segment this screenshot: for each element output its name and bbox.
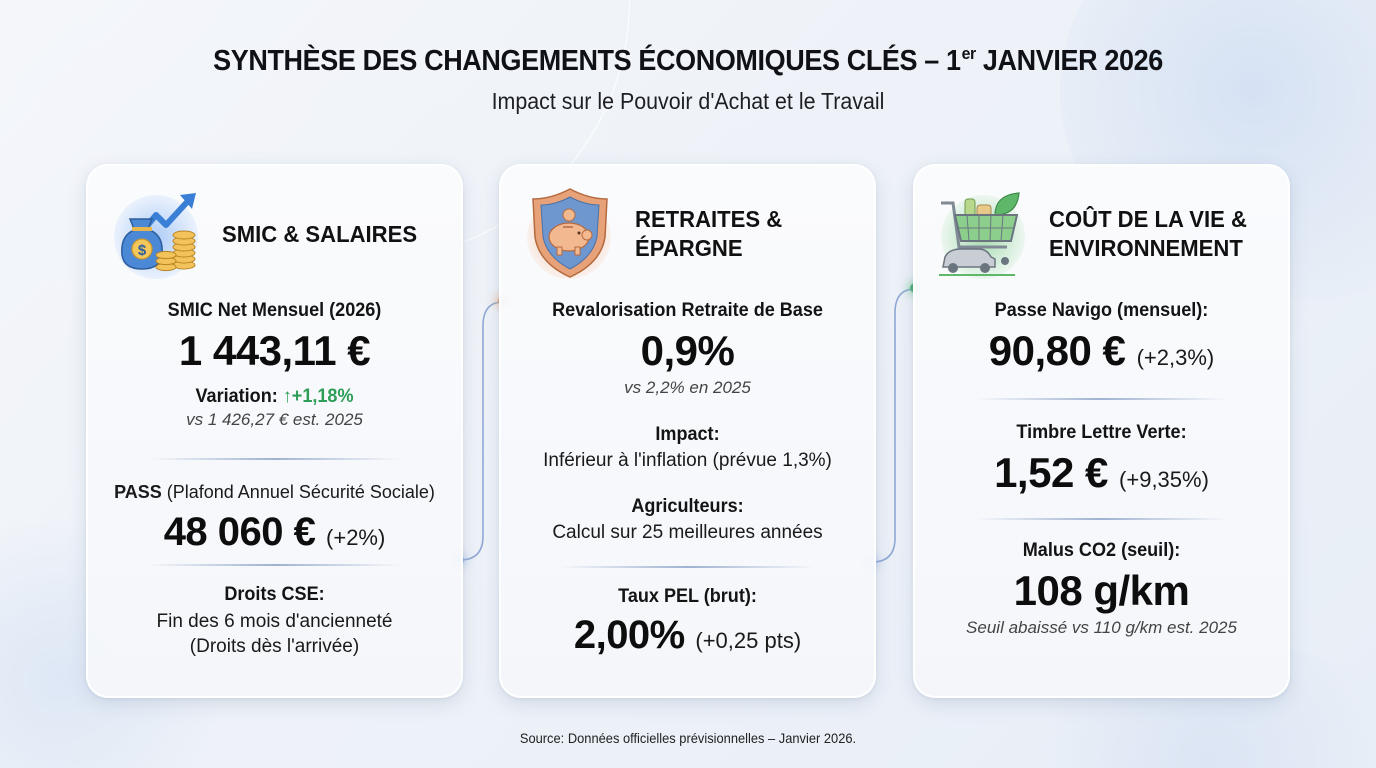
navigo-change: (+2,3%): [1136, 345, 1215, 370]
pel-value: 2,00% (+0,25 pts): [501, 610, 874, 666]
cse-line2: (Droits dès l'arrivée): [189, 636, 360, 657]
pel-rate: 2,00%: [573, 613, 685, 657]
card-retraites-epargne: RETRAITES & ÉPARGNE Revalorisation Retra…: [499, 164, 876, 698]
card-header: $ SMIC & SALAIRES: [108, 186, 445, 282]
connector-curve: [871, 288, 916, 563]
card-smic-salaires: $ SMIC & SALAIRES SMIC Net Mensuel (2026…: [86, 164, 463, 698]
timbre-section: Timbre Lettre Verte: 1,52 € (+9,35%): [915, 422, 1288, 505]
smic-section: SMIC Net Mensuel (2026) 1 443,11 € Varia…: [88, 300, 461, 430]
pass-section: PASS (Plafond Annuel Sécurité Sociale) 4…: [88, 480, 461, 563]
card-title-line2: ÉPARGNE: [635, 235, 743, 261]
shield-piggy-bank-icon: [521, 185, 619, 283]
svg-text:$: $: [138, 242, 147, 259]
pass-amount: 48 060 €: [163, 510, 316, 554]
title-superscript: er: [961, 44, 977, 63]
timbre-label: Timbre Lettre Verte:: [1016, 422, 1187, 443]
card-title: COÛT DE LA VIE & ENVIRONNEMENT: [1049, 205, 1247, 263]
cse-section: Droits CSE: Fin des 6 mois d'ancienneté …: [88, 584, 461, 659]
title-date: JANVIER 2026: [975, 45, 1163, 77]
card-header: COÛT DE LA VIE & ENVIRONNEMENT: [935, 186, 1272, 282]
navigo-value: 90,80 € (+2,3%): [915, 326, 1288, 383]
navigo-section: Passe Navigo (mensuel): 90,80 € (+2,3%): [915, 300, 1288, 383]
smic-value: 1 443,11 €: [178, 327, 371, 374]
pass-change: (+2%): [326, 525, 386, 550]
malus-value: 108 g/km: [1013, 567, 1190, 614]
divider: [975, 398, 1228, 400]
malus-note: Seuil abaissé vs 110 g/km est. 2025: [966, 618, 1237, 637]
impact-text: Inférieur à l'inflation (prévue 1,3%): [543, 450, 832, 471]
variation-label: Variation:: [195, 386, 278, 407]
pel-change: (+0,25 pts): [695, 628, 802, 653]
card-title: RETRAITES & ÉPARGNE: [635, 205, 782, 263]
divider: [975, 518, 1228, 520]
agriculteurs-section: Agriculteurs: Calcul sur 25 meilleures a…: [501, 496, 874, 545]
smic-note: vs 1 426,27 € est. 2025: [186, 410, 363, 429]
card-title-line1: COÛT DE LA VIE &: [1049, 206, 1247, 232]
pass-label-rest: (Plafond Annuel Sécurité Sociale): [161, 482, 435, 502]
title-text: SYNTHÈSE DES CHANGEMENTS ÉCONOMIQUES CLÉ…: [213, 45, 961, 77]
timbre-change: (+9,35%): [1119, 467, 1209, 492]
revalorisation-label: Revalorisation Retraite de Base: [552, 300, 823, 321]
card-title: SMIC & SALAIRES: [222, 220, 418, 247]
revalorisation-value: 0,9%: [640, 327, 735, 374]
revalorisation-note: vs 2,2% en 2025: [624, 378, 751, 397]
connector-1-2: [454, 296, 508, 566]
connector-2-3: [866, 283, 920, 568]
malus-section: Malus CO2 (seuil): 108 g/km Seuil abaiss…: [915, 540, 1288, 638]
smic-label: SMIC Net Mensuel (2026): [167, 300, 382, 321]
agriculteurs-label: Agriculteurs:: [631, 496, 744, 517]
card-title-line1: RETRAITES &: [635, 206, 783, 232]
page-title: SYNTHÈSE DES CHANGEMENTS ÉCONOMIQUES CLÉ…: [48, 44, 1328, 78]
card-cout-vie-environnement: COÛT DE LA VIE & ENVIRONNEMENT Passe Nav…: [913, 164, 1290, 698]
divider: [148, 458, 401, 460]
malus-label: Malus CO2 (seuil):: [1022, 540, 1181, 561]
cse-line1: Fin des 6 mois d'ancienneté: [156, 611, 393, 632]
shopping-cart-car-leaf-icon: [935, 185, 1033, 283]
connector-curve: [459, 301, 504, 561]
pass-value: 48 060 € (+2%): [88, 507, 461, 563]
source-footnote: Source: Données officielles prévisionnel…: [519, 730, 857, 746]
pel-label: Taux PEL (brut):: [618, 586, 757, 607]
impact-section: Impact: Inférieur à l'inflation (prévue …: [501, 424, 874, 473]
timbre-value: 1,52 € (+9,35%): [915, 448, 1288, 505]
navigo-label: Passe Navigo (mensuel):: [994, 300, 1209, 321]
money-bag-growth-icon: $: [108, 185, 206, 283]
impact-label: Impact:: [655, 424, 720, 445]
smic-variation: Variation: ↑+1,18%: [97, 386, 451, 408]
timbre-price: 1,52 €: [994, 449, 1108, 496]
cse-label: Droits CSE:: [224, 584, 325, 605]
navigo-price: 90,80 €: [988, 327, 1126, 374]
page-header: SYNTHÈSE DES CHANGEMENTS ÉCONOMIQUES CLÉ…: [0, 44, 1376, 115]
divider: [148, 564, 401, 566]
arrow-up-icon: ↑: [282, 386, 292, 407]
card-header: RETRAITES & ÉPARGNE: [521, 186, 858, 282]
pass-label-bold: PASS: [114, 482, 162, 502]
card-title-line2: ENVIRONNEMENT: [1049, 235, 1243, 261]
pel-section: Taux PEL (brut): 2,00% (+0,25 pts): [501, 586, 874, 666]
page-subtitle: Impact sur le Pouvoir d'Achat et le Trav…: [491, 88, 885, 114]
divider: [561, 566, 814, 568]
variation-value: +1,18%: [291, 386, 354, 407]
agriculteurs-text: Calcul sur 25 meilleures années: [552, 522, 823, 543]
pass-label: PASS (Plafond Annuel Sécurité Sociale): [88, 480, 461, 505]
revalorisation-section: Revalorisation Retraite de Base 0,9% vs …: [501, 300, 874, 398]
